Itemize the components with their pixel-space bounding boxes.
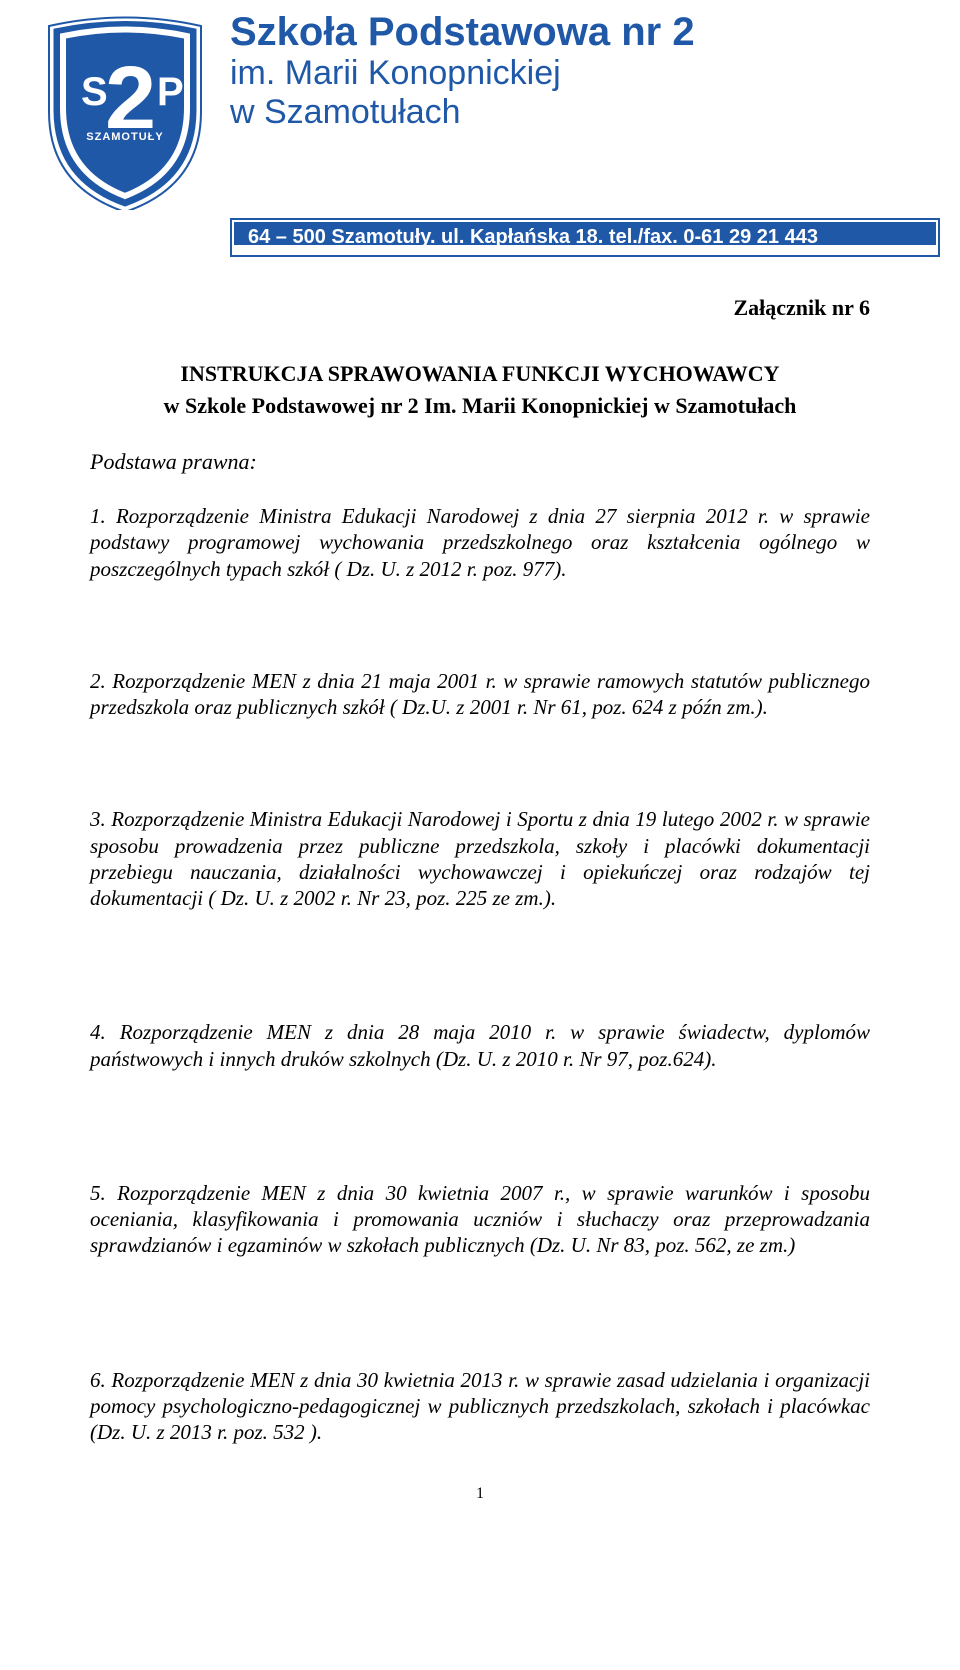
school-name-sub1: im. Marii Konopnickiej	[230, 54, 870, 93]
document-title: INSTRUKCJA SPRAWOWANIA FUNKCJI WYCHOWAWC…	[90, 361, 870, 387]
attachment-label: Załącznik nr 6	[90, 295, 870, 321]
school-name-main: Szkoła Podstawowa nr 2	[230, 10, 870, 54]
contact-bar: 64 – 500 Szamotuły. ul. Kapłańska 18. te…	[234, 222, 936, 253]
contact-bar-wrap: 64 – 500 Szamotuły. ul. Kapłańska 18. te…	[230, 218, 940, 257]
legal-item-4: 4. Rozporządzenie MEN z dnia 28 maja 201…	[90, 1019, 870, 1072]
legal-item-2: 2. Rozporządzenie MEN z dnia 21 maja 200…	[90, 668, 870, 721]
school-logo: S 2 P SZAMOTUŁY	[30, 10, 220, 210]
page-number: 1	[90, 1485, 870, 1503]
legal-item-5: 5. Rozporządzenie MEN z dnia 30 kwietnia…	[90, 1180, 870, 1259]
shield-icon: S 2 P SZAMOTUŁY	[35, 10, 215, 210]
legal-item-6: 6. Rozporządzenie MEN z dnia 30 kwietnia…	[90, 1367, 870, 1446]
school-name-sub2: w Szamotułach	[230, 93, 870, 132]
legal-item-3: 3. Rozporządzenie Ministra Edukacji Naro…	[90, 806, 870, 911]
school-title-block: Szkoła Podstawowa nr 2 im. Marii Konopni…	[220, 10, 870, 132]
letterhead: S 2 P SZAMOTUŁY Szkoła Podstawowa nr 2 i…	[30, 0, 870, 210]
svg-text:SZAMOTUŁY: SZAMOTUŁY	[86, 131, 163, 143]
basis-label: Podstawa prawna:	[90, 449, 870, 475]
document-subtitle: w Szkole Podstawowej nr 2 Im. Marii Kono…	[90, 393, 870, 419]
svg-text:P: P	[157, 70, 184, 114]
legal-item-1: 1. Rozporządzenie Ministra Edukacji Naro…	[90, 503, 870, 582]
svg-text:S: S	[81, 70, 108, 114]
document-page: S 2 P SZAMOTUŁY Szkoła Podstawowa nr 2 i…	[0, 0, 960, 1543]
